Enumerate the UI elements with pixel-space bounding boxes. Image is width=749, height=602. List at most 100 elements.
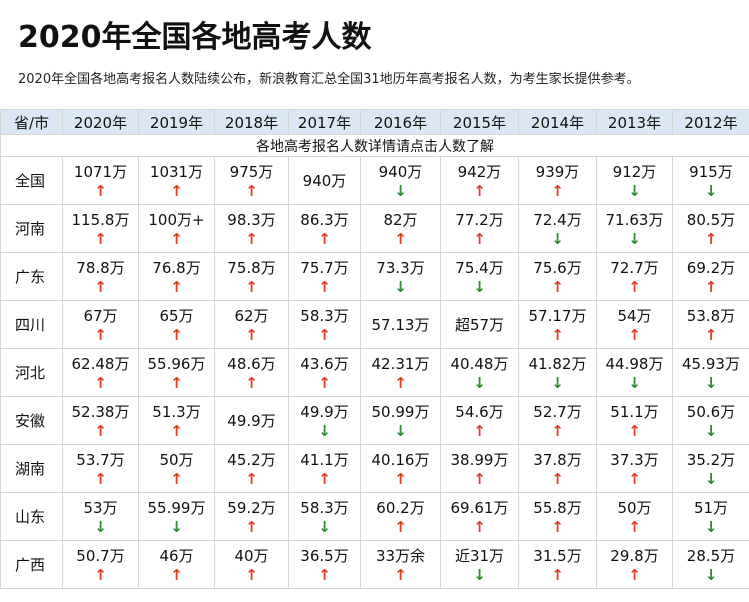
header-year: 2019年 bbox=[138, 109, 215, 135]
count-link[interactable]: 940万 bbox=[378, 162, 423, 181]
count-link[interactable]: 52.7万 bbox=[533, 402, 582, 421]
count-link[interactable]: 75.7万 bbox=[300, 258, 349, 277]
count-link[interactable]: 53万 bbox=[83, 498, 118, 517]
count-link[interactable]: 59.2万 bbox=[227, 498, 276, 517]
count-link[interactable]: 57.17万 bbox=[528, 306, 587, 325]
count-link[interactable]: 62万 bbox=[234, 306, 269, 325]
count-link[interactable]: 50.7万 bbox=[76, 546, 125, 565]
count-link[interactable]: 46万 bbox=[159, 546, 194, 565]
count-link[interactable]: 942万 bbox=[457, 162, 502, 181]
count-link[interactable]: 35.2万 bbox=[686, 450, 736, 469]
count-link[interactable]: 超57万 bbox=[454, 315, 505, 334]
count-link[interactable]: 55.8万 bbox=[533, 498, 582, 517]
count-link[interactable]: 72.4万 bbox=[533, 210, 582, 229]
count-link[interactable]: 975万 bbox=[229, 162, 274, 181]
count-link[interactable]: 58.3万 bbox=[300, 498, 349, 517]
arrow-up-icon: ↑ bbox=[170, 181, 183, 200]
table-note[interactable]: 各地高考报名人数详情请点击人数了解 bbox=[0, 134, 749, 157]
table-cell: 67万 ↑ bbox=[62, 300, 139, 349]
count-link[interactable]: 49.9万 bbox=[227, 411, 276, 430]
count-link[interactable]: 1071万 bbox=[73, 162, 128, 181]
count-link[interactable]: 62.48万 bbox=[71, 354, 130, 373]
count-link[interactable]: 55.96万 bbox=[147, 354, 206, 373]
count-link[interactable]: 41.1万 bbox=[300, 450, 349, 469]
count-link[interactable]: 55.99万 bbox=[147, 498, 206, 517]
table-cell: 942万 ↑ bbox=[440, 156, 519, 205]
arrow-up-icon: ↑ bbox=[245, 565, 258, 584]
count-link[interactable]: 40.16万 bbox=[371, 450, 430, 469]
count-link[interactable]: 86.3万 bbox=[300, 210, 349, 229]
count-link[interactable]: 51.1万 bbox=[610, 402, 659, 421]
count-link[interactable]: 28.5万 bbox=[686, 546, 736, 565]
arrow-down-icon: ↓ bbox=[473, 373, 486, 392]
count-link[interactable]: 1031万 bbox=[149, 162, 204, 181]
count-link[interactable]: 45.93万 bbox=[682, 354, 740, 373]
table-cell: 1031万 ↑ bbox=[138, 156, 215, 205]
count-link[interactable]: 100万+ bbox=[148, 210, 205, 229]
count-link[interactable]: 50.99万 bbox=[371, 402, 430, 421]
count-link[interactable]: 45.2万 bbox=[227, 450, 276, 469]
count-link[interactable]: 40.48万 bbox=[450, 354, 509, 373]
count-link[interactable]: 31.5万 bbox=[533, 546, 582, 565]
arrow-up-icon: ↑ bbox=[704, 229, 718, 248]
count-link[interactable]: 65万 bbox=[159, 306, 194, 325]
count-link[interactable]: 37.8万 bbox=[533, 450, 582, 469]
count-link[interactable]: 75.6万 bbox=[533, 258, 582, 277]
count-link[interactable]: 77.2万 bbox=[455, 210, 504, 229]
count-link[interactable]: 54万 bbox=[617, 306, 652, 325]
header-year: 2013年 bbox=[596, 109, 673, 135]
count-link[interactable]: 51万 bbox=[693, 498, 729, 517]
count-link[interactable]: 98.3万 bbox=[227, 210, 276, 229]
arrow-up-icon: ↑ bbox=[628, 421, 641, 440]
count-link[interactable]: 53.7万 bbox=[76, 450, 125, 469]
count-link[interactable]: 80.5万 bbox=[686, 210, 736, 229]
count-link[interactable]: 54.6万 bbox=[455, 402, 504, 421]
arrow-up-icon: ↑ bbox=[394, 229, 407, 248]
page-title: 2020年全国各地高考人数 bbox=[18, 20, 372, 55]
count-link[interactable]: 53.8万 bbox=[686, 306, 736, 325]
count-link[interactable]: 40万 bbox=[234, 546, 269, 565]
count-link[interactable]: 38.99万 bbox=[450, 450, 509, 469]
table-cell: 41.82万 ↓ bbox=[518, 348, 597, 397]
count-link[interactable]: 58.3万 bbox=[300, 306, 349, 325]
count-link[interactable]: 912万 bbox=[612, 162, 657, 181]
count-link[interactable]: 50万 bbox=[617, 498, 652, 517]
count-link[interactable]: 50.6万 bbox=[686, 402, 736, 421]
count-link[interactable]: 43.6万 bbox=[300, 354, 349, 373]
count-link[interactable]: 939万 bbox=[535, 162, 580, 181]
table-cell: 50万 ↑ bbox=[138, 444, 215, 493]
count-link[interactable]: 37.3万 bbox=[610, 450, 659, 469]
count-link[interactable]: 115.8万 bbox=[71, 210, 130, 229]
count-link[interactable]: 78.8万 bbox=[76, 258, 125, 277]
count-link[interactable]: 915万 bbox=[689, 162, 733, 181]
count-link[interactable]: 57.13万 bbox=[371, 315, 430, 334]
count-link[interactable]: 72.7万 bbox=[610, 258, 659, 277]
count-link[interactable]: 75.4万 bbox=[455, 258, 504, 277]
count-link[interactable]: 48.6万 bbox=[227, 354, 276, 373]
count-link[interactable]: 71.63万 bbox=[605, 210, 664, 229]
count-link[interactable]: 41.82万 bbox=[528, 354, 587, 373]
count-link[interactable]: 29.8万 bbox=[610, 546, 659, 565]
count-link[interactable]: 42.31万 bbox=[371, 354, 430, 373]
count-link[interactable]: 44.98万 bbox=[605, 354, 664, 373]
arrow-down-icon: ↓ bbox=[394, 421, 407, 440]
count-link[interactable]: 50万 bbox=[159, 450, 194, 469]
count-link[interactable]: 940万 bbox=[302, 171, 347, 190]
count-link[interactable]: 75.8万 bbox=[227, 258, 276, 277]
table-cell: 40万 ↑ bbox=[214, 540, 289, 589]
count-link[interactable]: 82万 bbox=[383, 210, 418, 229]
count-link[interactable]: 52.38万 bbox=[71, 402, 130, 421]
count-link[interactable]: 69.61万 bbox=[450, 498, 509, 517]
count-link[interactable]: 51.3万 bbox=[152, 402, 201, 421]
table-cell: 72.7万 ↑ bbox=[596, 252, 673, 301]
count-link[interactable]: 69.2万 bbox=[686, 258, 736, 277]
count-link[interactable]: 60.2万 bbox=[376, 498, 425, 517]
count-link[interactable]: 49.9万 bbox=[300, 402, 349, 421]
arrow-up-icon: ↑ bbox=[704, 325, 718, 344]
count-link[interactable]: 76.8万 bbox=[152, 258, 201, 277]
count-link[interactable]: 36.5万 bbox=[300, 546, 349, 565]
count-link[interactable]: 近31万 bbox=[454, 546, 505, 565]
count-link[interactable]: 67万 bbox=[83, 306, 118, 325]
count-link[interactable]: 73.3万 bbox=[376, 258, 425, 277]
count-link[interactable]: 33万余 bbox=[375, 546, 426, 565]
